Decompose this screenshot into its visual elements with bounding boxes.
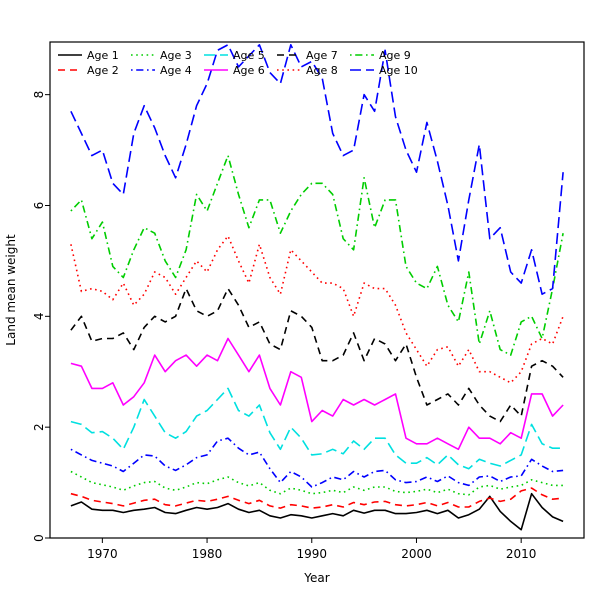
legend-label-age-6: Age 6 (233, 64, 265, 77)
series-line-age-2 (70, 487, 564, 509)
legend-label-age-10: Age 10 (379, 64, 418, 77)
legend-label-age-3: Age 3 (160, 49, 192, 62)
series-line-age-8 (70, 235, 564, 384)
y-tick-label-8: 8 (32, 91, 46, 99)
y-tick-label-4: 4 (32, 312, 46, 320)
legend-label-age-4: Age 4 (160, 64, 192, 77)
legend-label-age-1: Age 1 (87, 49, 119, 62)
series-line-age-3 (70, 470, 564, 496)
x-tick-label-1990: 1990 (296, 547, 327, 561)
legend-label-age-9: Age 9 (379, 49, 411, 62)
legend-label-age-5: Age 5 (233, 49, 265, 62)
x-tick-label-2010: 2010 (506, 547, 537, 561)
legend-label-age-8: Age 8 (306, 64, 338, 77)
series-line-age-4 (70, 437, 564, 488)
x-tick-label-1980: 1980 (192, 547, 223, 561)
series-line-age-5 (70, 387, 564, 470)
series-line-age-10 (70, 43, 564, 296)
series-line-age-1 (70, 492, 564, 531)
legend-label-age-2: Age 2 (87, 64, 119, 77)
y-tick-label-2: 2 (32, 423, 46, 431)
y-tick-label-0: 0 (32, 534, 46, 542)
series-line-age-6 (70, 337, 564, 451)
x-tick-label-2000: 2000 (401, 547, 432, 561)
x-axis-title: Year (303, 571, 329, 585)
y-tick-label-6: 6 (32, 202, 46, 210)
series-line-age-7 (70, 287, 564, 423)
legend-label-age-7: Age 7 (306, 49, 338, 62)
plot-box (49, 41, 585, 539)
series-line-age-9 (70, 154, 564, 356)
y-axis-title: Land mean weight (4, 234, 18, 346)
x-tick-label-1970: 1970 (87, 547, 118, 561)
